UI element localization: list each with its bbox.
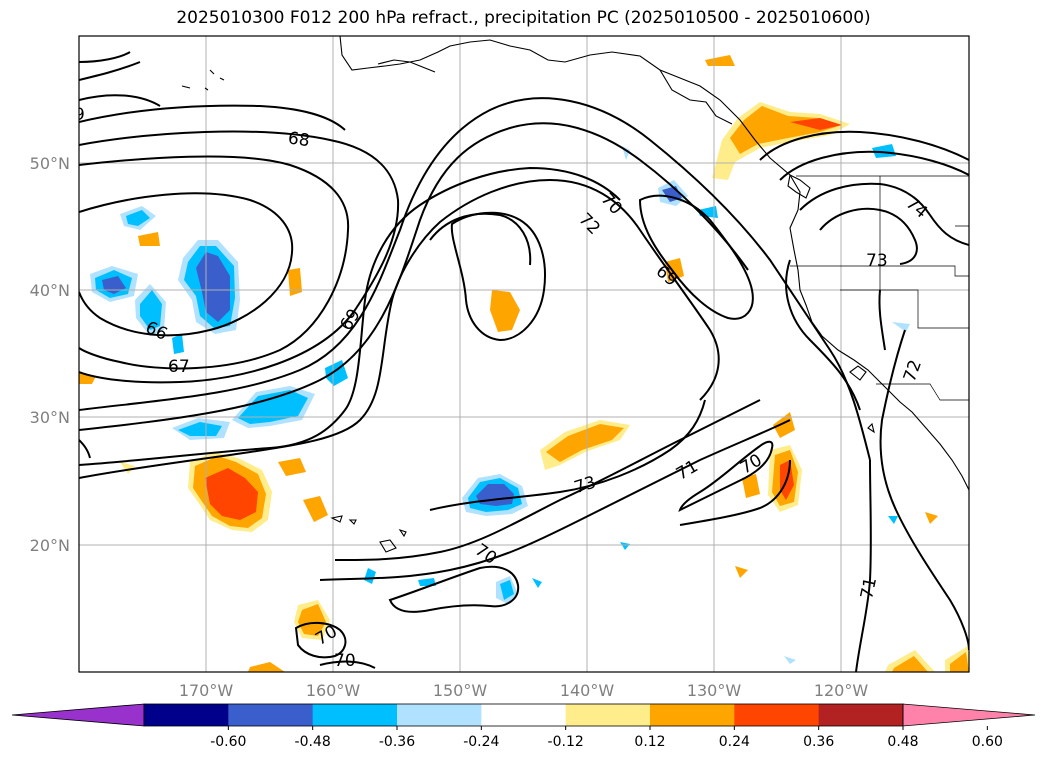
precip-area-negative — [500, 580, 514, 600]
colorbar-tick-label: 0.60 — [972, 734, 1003, 750]
precip-area-positive — [490, 290, 520, 332]
colorbar-tick-label: -0.60 — [210, 734, 246, 750]
map-title: 2025010300 F012 200 hPa refract., precip… — [176, 8, 871, 28]
coastlines — [181, 36, 969, 553]
colorbar-tick-label: -0.24 — [463, 734, 499, 750]
lon-label: 140°W — [560, 681, 615, 700]
colorbar-segment — [734, 704, 820, 726]
precip-area-negative — [620, 542, 630, 550]
precip-area-negative — [784, 656, 796, 664]
contour-label: 70 — [334, 651, 356, 671]
lon-label: 170°W — [179, 681, 234, 700]
colorbar-segment — [312, 704, 398, 726]
precip-area-positive — [790, 118, 842, 130]
longitude-labels: 170°W 160°W 150°W 140°W 130°W 120°W — [179, 681, 869, 700]
colorbar-tick-label: -0.48 — [295, 734, 331, 750]
precip-area-positive — [298, 604, 326, 636]
colorbar-extend-min — [11, 703, 145, 727]
colorbar-tick-label: 0.48 — [887, 734, 918, 750]
colorbar-tick-label: 0.12 — [634, 734, 665, 750]
lon-label: 150°W — [433, 681, 488, 700]
precip-area-negative — [872, 144, 896, 158]
contour-label: 67 — [168, 357, 190, 377]
colorbar-extend-max — [902, 703, 1036, 727]
colorbar-segment — [228, 704, 314, 726]
precip-area-positive — [665, 258, 684, 282]
precip-area-positive — [705, 55, 735, 66]
map-frame — [78, 35, 970, 673]
colorbar-frame — [143, 703, 904, 727]
precip-area-positive — [925, 512, 938, 524]
latitude-labels: 50°N 40°N 30°N 20°N — [30, 154, 70, 555]
precip-area-positive — [546, 424, 624, 462]
contour-label: 9 — [74, 105, 85, 125]
precip-area-positive — [892, 656, 928, 672]
precip-area-negative — [888, 516, 898, 524]
precip-area-negative — [178, 422, 222, 436]
precip-area-negative — [418, 578, 436, 586]
map-background — [79, 36, 969, 672]
lat-label: 40°N — [30, 281, 70, 300]
precip-area-positive — [278, 458, 306, 476]
precip-area-negative — [892, 322, 910, 332]
colorbar-segment — [650, 704, 735, 726]
precip-area-positive — [773, 412, 795, 438]
precip-area-positive — [735, 566, 748, 578]
precip-area-positive — [248, 662, 285, 672]
lon-label: 120°W — [814, 681, 869, 700]
precip-area-negative — [172, 334, 184, 354]
lon-label: 130°W — [687, 681, 742, 700]
colorbar-segment — [144, 704, 229, 726]
precip-area-negative — [532, 578, 542, 588]
precip-area-positive — [730, 106, 842, 154]
precip-area-negative — [364, 568, 376, 584]
map-layers: 9 68 66 67 69 70 72 69 74 73 72 73 71 70… — [74, 36, 969, 672]
colorbar-tick-label: -0.36 — [379, 734, 415, 750]
colorbar-tick-label: 0.24 — [719, 734, 750, 750]
precip-area-negative — [140, 290, 162, 330]
graticule — [79, 36, 969, 672]
precip-area-positive — [742, 474, 760, 498]
colorbar-tick-label: -0.12 — [548, 734, 584, 750]
colorbar-segment — [565, 704, 651, 726]
contour-label: 73 — [866, 251, 888, 271]
precip-shading — [79, 55, 969, 672]
colorbar-segment — [818, 704, 904, 726]
lat-label: 30°N — [30, 408, 70, 427]
precip-area-negative — [238, 390, 308, 424]
colorbar-tick-label: 0.36 — [803, 734, 834, 750]
precip-area-positive — [950, 652, 969, 672]
lon-label: 160°W — [306, 681, 361, 700]
colorbar-segment — [397, 704, 482, 726]
lat-label: 20°N — [30, 536, 70, 555]
precip-area-negative — [126, 210, 150, 226]
contour-label: 68 — [287, 128, 311, 151]
precip-area-negative — [196, 252, 230, 322]
colorbar-segment — [481, 704, 567, 726]
precip-area-positive — [303, 496, 328, 522]
contour-label: 71 — [857, 576, 881, 601]
precip-area-positive — [205, 468, 258, 520]
precip-area-positive — [138, 232, 160, 246]
lat-label: 50°N — [30, 154, 70, 173]
refractivity-contours — [79, 51, 969, 672]
precip-area-positive — [288, 268, 302, 296]
precip-area-positive — [120, 462, 135, 474]
colorbar: -0.60 -0.48 -0.36 -0.24 -0.12 0.12 0.24 0.36 0.4… — [11, 703, 1036, 750]
